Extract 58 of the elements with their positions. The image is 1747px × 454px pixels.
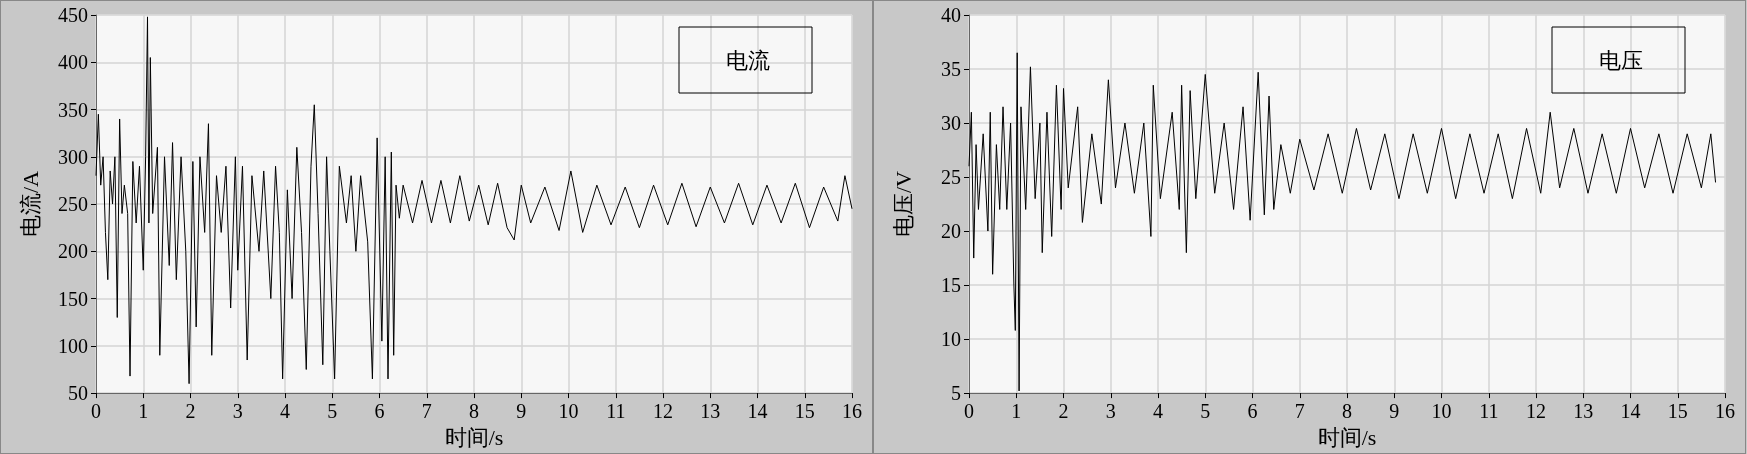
x-tick-label: 6 xyxy=(374,400,385,423)
y-axis-title: 电压/V xyxy=(890,170,916,238)
y-tick-label: 10 xyxy=(941,328,961,351)
x-axis-title: 时间/s xyxy=(1317,424,1377,450)
x-tick-label: 5 xyxy=(327,400,338,423)
line-series xyxy=(968,52,1717,392)
x-tick-label: 12 xyxy=(1526,400,1546,423)
x-tick-label: 9 xyxy=(516,400,527,423)
y-tick-label: 30 xyxy=(941,112,961,135)
x-tick-label: 11 xyxy=(1479,400,1499,423)
x-tick-label: 2 xyxy=(185,400,196,423)
x-tick-label: 3 xyxy=(232,400,243,423)
x-tick-label: 0 xyxy=(964,400,974,423)
y-tick-label: 350 xyxy=(58,98,88,121)
x-axis-title: 时间/s xyxy=(444,424,504,450)
x-tick-label: 10 xyxy=(558,400,579,423)
x-tick-label: 8 xyxy=(469,400,479,423)
x-tick-label: 9 xyxy=(1389,400,1400,423)
x-tick-label: 4 xyxy=(1153,400,1163,423)
x-tick-label: 3 xyxy=(1105,400,1116,423)
y-tick-label: 400 xyxy=(58,51,88,74)
y-tick-label: 300 xyxy=(58,145,88,168)
text: 电压 xyxy=(1599,47,1643,73)
y-tick-label: 50 xyxy=(68,382,88,405)
y-tick-label: 450 xyxy=(58,4,88,26)
y-tick-label: 150 xyxy=(58,287,88,310)
x-tick-label: 15 xyxy=(1667,400,1688,423)
y-axis-title: 电流/A xyxy=(17,170,43,238)
y-tick-label: 35 xyxy=(941,58,961,81)
y-tick-label: 40 xyxy=(941,4,961,26)
x-tick-label: 7 xyxy=(421,400,432,423)
x-tick-label: 14 xyxy=(747,400,768,423)
x-tick-label: 11 xyxy=(606,400,626,423)
x-tick-label: 12 xyxy=(653,400,673,423)
y-tick-label: 250 xyxy=(58,193,88,216)
x-tick-label: 7 xyxy=(1294,400,1305,423)
x-tick-label: 2 xyxy=(1058,400,1069,423)
y-tick-label: 20 xyxy=(941,220,961,243)
x-tick-label: 0 xyxy=(91,400,101,423)
y-tick-label: 200 xyxy=(58,240,88,263)
x-tick-label: 16 xyxy=(842,400,862,423)
x-tick-label: 13 xyxy=(1573,400,1594,423)
x-tick-label: 10 xyxy=(1431,400,1452,423)
x-tick-label: 1 xyxy=(1011,400,1022,423)
text: 电流 xyxy=(726,47,770,73)
x-tick-label: 13 xyxy=(700,400,721,423)
x-tick-label: 4 xyxy=(280,400,290,423)
y-tick-label: 5 xyxy=(951,382,961,405)
x-tick-label: 14 xyxy=(1620,400,1641,423)
y-tick-label: 25 xyxy=(941,166,961,189)
x-tick-label: 8 xyxy=(1342,400,1352,423)
x-tick-label: 1 xyxy=(138,400,149,423)
x-tick-label: 6 xyxy=(1247,400,1258,423)
x-tick-label: 5 xyxy=(1200,400,1211,423)
x-tick-label: 16 xyxy=(1715,400,1735,423)
y-tick-label: 100 xyxy=(58,334,88,357)
y-tick-label: 15 xyxy=(941,274,961,297)
x-tick-label: 15 xyxy=(794,400,815,423)
